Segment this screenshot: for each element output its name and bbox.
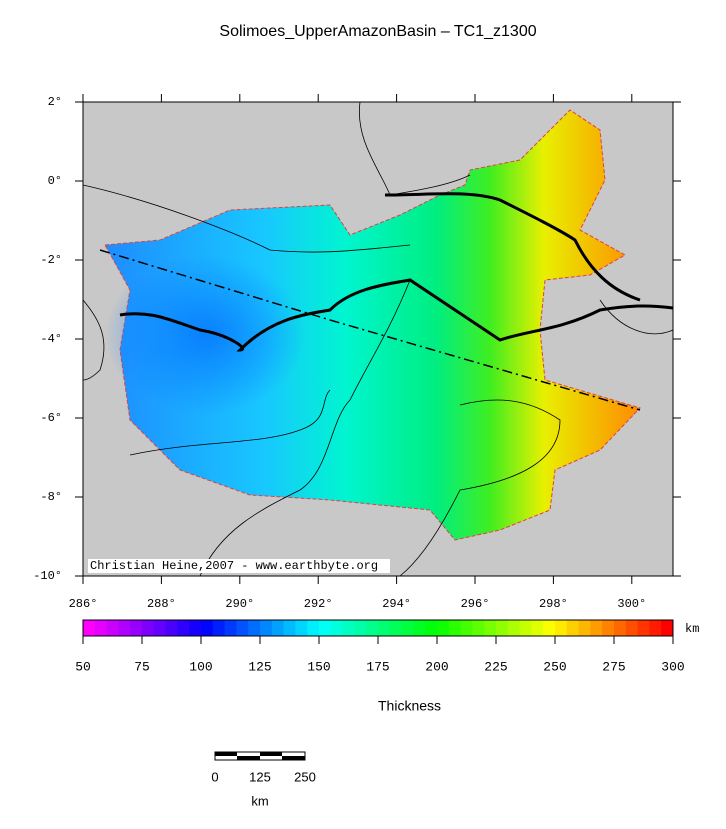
lat-label: -4°	[40, 332, 62, 346]
colorbar-cell	[94, 620, 108, 636]
colorbar-tick-label: 175	[366, 659, 389, 674]
colorbar-cell	[448, 620, 462, 636]
colorbar-cell	[649, 620, 662, 636]
colorbar-cell	[354, 620, 367, 636]
colorbar-cell	[201, 620, 214, 636]
lon-label: 294°	[382, 597, 411, 611]
colorbar-cell	[389, 620, 403, 636]
colorbar: 50 75 100 125 150 175 200 225 250 275 300	[75, 619, 685, 674]
colorbar-cell	[460, 620, 473, 636]
rivers	[119, 192, 674, 352]
colorbar-cell	[153, 620, 167, 636]
scale-block	[237, 756, 260, 760]
title: Solimoes_UpperAmazonBasin – TC1_z1300	[219, 23, 536, 40]
colorbar-cell	[165, 620, 178, 636]
colorbar-cell	[378, 620, 391, 636]
lat-label: -6°	[40, 411, 62, 425]
thickness-low	[105, 255, 305, 415]
colorbar-tick-label: 75	[134, 659, 150, 674]
colorbar-cell	[236, 620, 249, 636]
colorbar-cell	[283, 620, 296, 636]
credit-box	[88, 559, 390, 573]
colorbar-cell	[578, 620, 591, 636]
colorbar-cell	[519, 620, 532, 636]
colorbar-tick-label: 150	[307, 659, 330, 674]
colorbar-tick-label: 300	[661, 659, 684, 674]
colorbar-tick-label: 275	[602, 659, 625, 674]
colorbar-cell	[307, 620, 320, 636]
colorbar-cell	[130, 620, 143, 636]
lat-label: 2°	[48, 95, 62, 109]
colorbar-cell	[142, 620, 155, 636]
colorbar-cell	[118, 620, 131, 636]
colorbar-cell	[330, 620, 344, 636]
colorbar-cell	[555, 620, 568, 636]
colorbar-cell	[106, 620, 119, 636]
lon-label: 286°	[69, 597, 98, 611]
colorbar-tick-label: 250	[543, 659, 566, 674]
colorbar-cell	[189, 620, 202, 636]
lat-label: 0°	[48, 174, 62, 188]
credit: Christian Heine,2007 - www.earthbyte.org	[90, 559, 378, 573]
colorbar-cell	[531, 620, 544, 636]
scale-tick-label: 0	[211, 769, 218, 784]
colorbar-cell	[413, 620, 426, 636]
scale-block	[282, 756, 305, 760]
scale-labels: 0 125 250	[211, 769, 315, 784]
colorbar-tick-label: 50	[75, 659, 91, 674]
lat-label: -10°	[33, 569, 62, 583]
colorbar-cell	[590, 620, 603, 636]
colorbar-cell	[484, 620, 497, 636]
colorbar-cell	[437, 620, 450, 636]
lon-label: 300°	[617, 597, 646, 611]
colorbar-cell	[507, 620, 521, 636]
colorbar-cell	[401, 620, 414, 636]
colorbar-cell	[496, 620, 509, 636]
colorbar-tick-label: 225	[484, 659, 507, 674]
colorbar-cell	[625, 620, 639, 636]
scale-tick-label: 250	[294, 769, 316, 784]
colorbar-cell	[177, 620, 190, 636]
colorbar-cell	[425, 620, 438, 636]
colorbar-cell	[342, 620, 355, 636]
lon-label: 288°	[147, 597, 176, 611]
colorbar-label: Thickness	[378, 698, 441, 714]
colorbar-cell	[248, 620, 261, 636]
scale-block	[215, 752, 237, 756]
colorbar-cell	[319, 620, 332, 636]
map: Christian Heine,2007 - www.earthbyte.org	[82, 101, 674, 577]
lat-label: -8°	[40, 490, 62, 504]
colorbar-cell	[260, 620, 273, 636]
axes: 2° 0° -2° -4° -6° -8° -10° 286° 288° 290° 292° 294°…	[33, 94, 681, 611]
colorbar-cell	[614, 620, 627, 636]
colorbar-tick-label: 125	[248, 659, 271, 674]
colorbar-cell	[271, 620, 285, 636]
section-line	[99, 249, 641, 411]
colorbar-tick-label: 100	[189, 659, 212, 674]
colorbar-cell	[602, 620, 615, 636]
basin	[104, 109, 641, 541]
colorbar-cell	[543, 620, 556, 636]
lon-label: 292°	[304, 597, 333, 611]
scale-tick-label: 125	[249, 769, 271, 784]
colorbar-cell	[472, 620, 485, 636]
lat-label: -2°	[40, 253, 62, 267]
colorbar-cell	[661, 620, 674, 636]
colorbar-cell	[637, 620, 650, 636]
colorbar-cell	[295, 620, 308, 636]
colorbar-cell	[212, 620, 226, 636]
colorbar-cell	[224, 620, 237, 636]
colorbar-cell	[566, 620, 580, 636]
colorbar-tick-label: 200	[425, 659, 448, 674]
colorbar-cell	[83, 620, 96, 636]
scale-block	[260, 752, 282, 756]
colorbar-unit: km	[685, 622, 699, 636]
lon-label: 290°	[225, 597, 254, 611]
lon-label: 296°	[461, 597, 490, 611]
scale-unit: km	[251, 793, 268, 808]
lon-label: 298°	[539, 597, 568, 611]
scale-bar	[214, 751, 306, 761]
colorbar-cell	[366, 620, 379, 636]
